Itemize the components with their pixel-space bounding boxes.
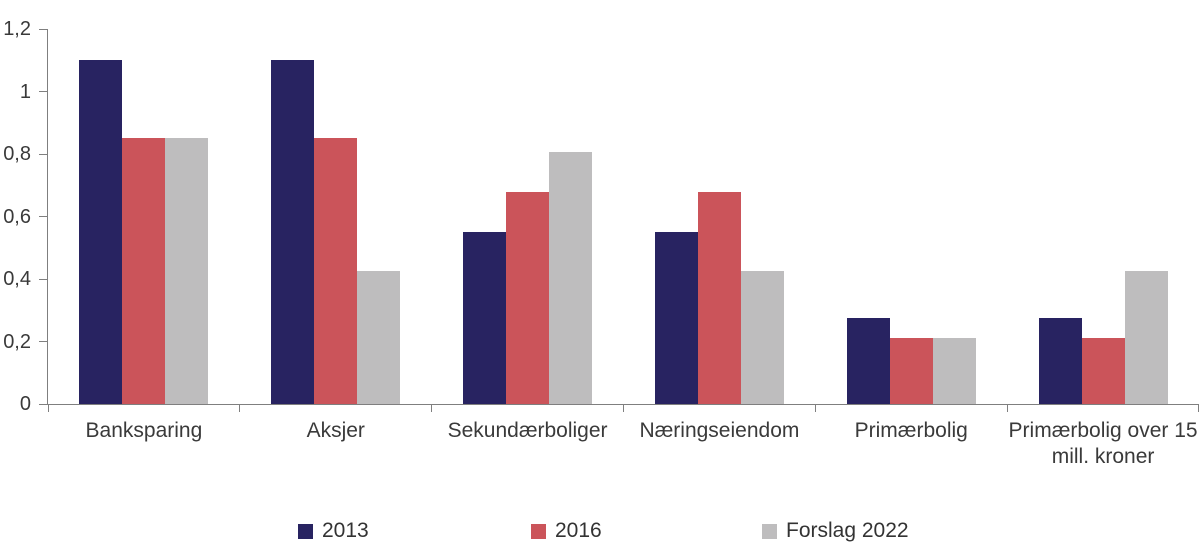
x-axis-tick xyxy=(47,404,49,412)
x-axis-tick xyxy=(623,404,624,412)
bar-forslag-2022-sekundærboliger xyxy=(549,151,593,404)
bar-group: Banksparing xyxy=(48,29,240,442)
y-axis-tick xyxy=(39,153,47,155)
bar-2016-primærbolig-over-15-mill.-kroner xyxy=(1081,337,1125,404)
y-axis-tick-label: 0,8 xyxy=(3,143,31,165)
y-axis-tick-label: 0,4 xyxy=(3,268,31,290)
legend-swatch-icon xyxy=(762,523,777,539)
legend-swatch-icon xyxy=(531,523,546,539)
bar-group: Sekundærboliger xyxy=(432,29,624,442)
y-axis-tick-label: 0 xyxy=(19,393,31,415)
y-axis-tick-label: 1,2 xyxy=(3,18,31,40)
legend-entry: Forslag 2022 xyxy=(762,519,909,543)
legend-label: 2013 xyxy=(322,519,369,542)
bar-2016-sekundærboliger xyxy=(506,191,550,404)
bar-forslag-2022-banksparing xyxy=(165,138,209,404)
x-axis-tick xyxy=(239,404,241,412)
x-axis-category-label: Banksparing xyxy=(85,419,203,442)
bar-group: Primærbolig over 15 mill. kroner xyxy=(1007,29,1199,468)
bar-2013-sekundærboliger xyxy=(463,232,507,404)
x-axis-category-label: Sekundærboliger xyxy=(447,419,608,442)
legend-swatch-icon xyxy=(298,523,313,539)
y-axis-tick xyxy=(39,278,47,280)
x-axis-category-label: Primærbolig over 15 mill. kroner xyxy=(1008,419,1198,468)
y-axis-tick xyxy=(39,28,47,30)
legend: 2013 2016 Forslag 2022 xyxy=(0,519,1200,545)
bar-2016-primærbolig xyxy=(889,337,933,404)
x-axis-category-label: Næringseiendom xyxy=(639,419,800,442)
y-axis-tick-label: 0,2 xyxy=(3,330,31,353)
bar-2016-næringseiendom xyxy=(697,191,741,404)
plot-area: 0 0,2 0,4 0,6 0,8 1 1,2 Banksparing Aksjer Sekund… xyxy=(3,18,1199,468)
y-axis-tick xyxy=(39,216,47,217)
bar-forslag-2022-primærbolig-over-15-mill.-kroner xyxy=(1124,271,1168,404)
legend-label: Forslag 2022 xyxy=(786,519,909,542)
bar-2013-primærbolig xyxy=(846,318,890,404)
bar-2013-aksjer xyxy=(271,60,315,404)
x-axis-tick xyxy=(1006,404,1008,412)
legend-entry: 2013 xyxy=(298,519,369,543)
y-axis-tick-label: 1 xyxy=(19,80,31,103)
x-axis-tick xyxy=(814,404,816,412)
bar-2013-primærbolig-over-15-mill.-kroner xyxy=(1038,318,1082,404)
bar-2016-aksjer xyxy=(314,138,358,404)
bar-2013-banksparing xyxy=(79,60,123,404)
bar-group: Primærbolig xyxy=(815,29,1007,442)
y-axis-tick xyxy=(39,403,47,405)
bar-2016-banksparing xyxy=(122,138,166,404)
bar-group: Næringseiendom xyxy=(624,29,816,442)
x-axis-category-label: Aksjer xyxy=(306,419,365,442)
bar-group: Aksjer xyxy=(240,29,432,442)
bar-forslag-2022-aksjer xyxy=(357,271,401,404)
x-axis-tick xyxy=(431,404,433,412)
bar-forslag-2022-primærbolig xyxy=(932,337,976,404)
bar-2013-næringseiendom xyxy=(654,232,698,404)
y-axis-tick-label: 0,6 xyxy=(3,205,31,228)
x-axis-tick xyxy=(1197,404,1199,412)
legend-entry: 2016 xyxy=(531,519,602,543)
x-axis-category-label: Primærbolig xyxy=(854,419,968,442)
y-axis-tick xyxy=(39,91,47,92)
y-axis-tick xyxy=(39,341,47,342)
legend-label: 2016 xyxy=(555,519,602,542)
bar-forslag-2022-næringseiendom xyxy=(740,271,784,404)
